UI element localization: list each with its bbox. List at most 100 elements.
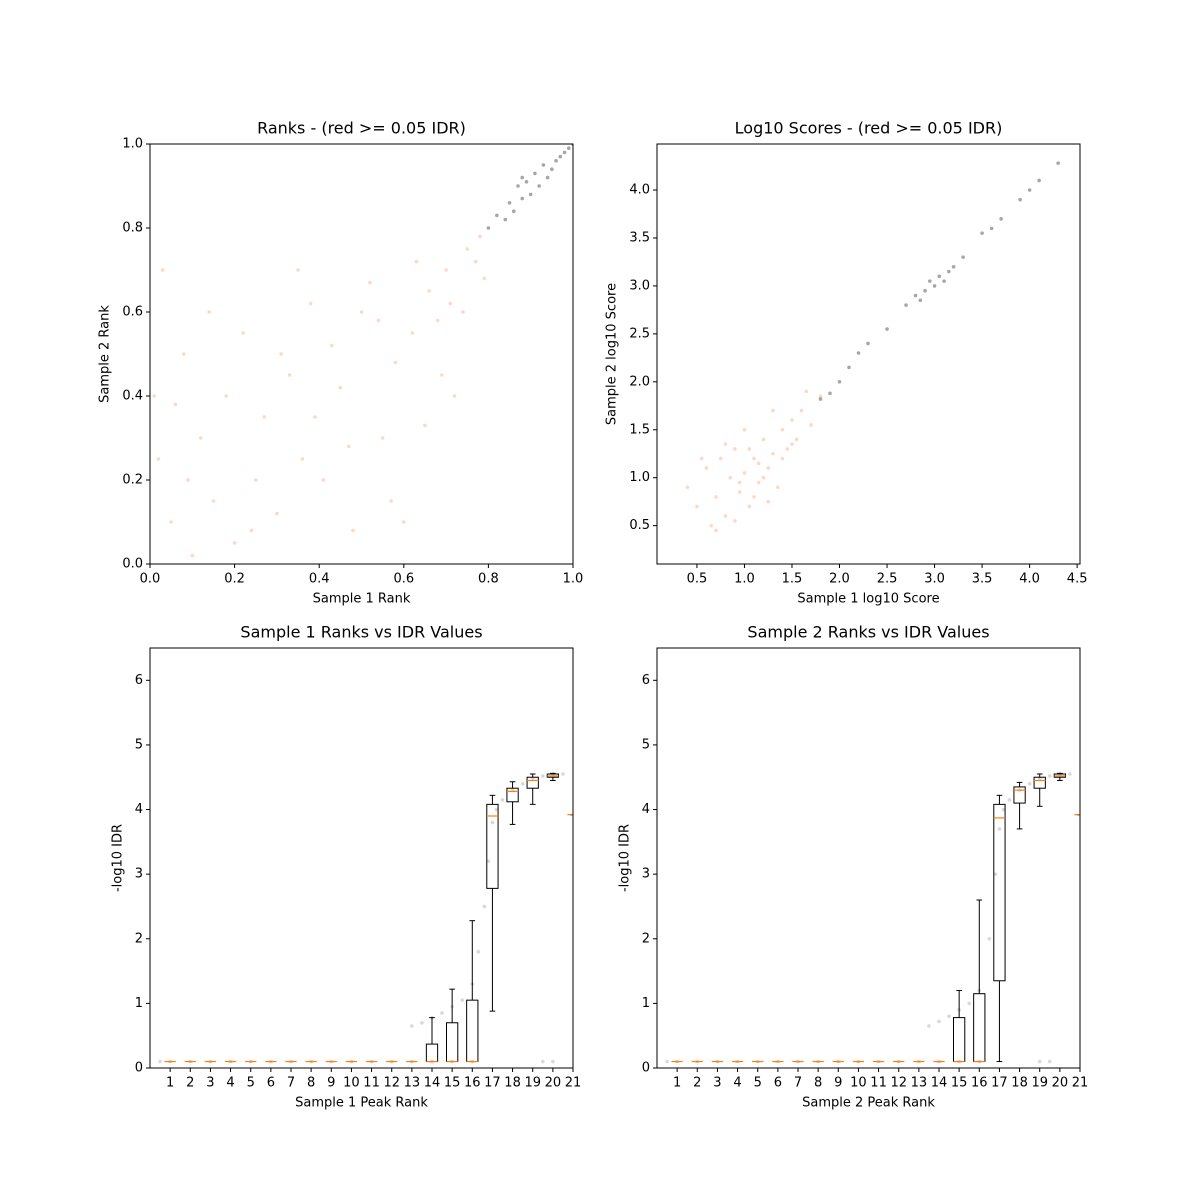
point [561,772,565,776]
point [1007,798,1012,802]
point [562,150,567,155]
point [347,444,351,449]
point [287,373,292,377]
point [756,480,761,485]
y-tick-label: 2 [642,931,650,946]
box [526,776,539,789]
point [402,520,406,524]
point [520,781,525,786]
y-tick-label: 0.4 [122,389,143,404]
point [761,475,766,480]
x-tick-label: 0.2 [224,572,245,587]
point [300,457,305,461]
chart-title: Ranks - (red >= 0.05 IDR) [257,119,466,138]
point [241,331,245,335]
x-tick-label: 14 [931,1076,948,1091]
point [500,798,505,802]
point [482,904,487,909]
x-tick-label: 9 [834,1076,842,1091]
point [993,872,998,876]
x-tick-label: 8 [814,1076,822,1091]
y-axis-label: -log10 IDR [111,824,126,892]
axes-frame [149,647,574,1069]
x-tick-label: 1 [166,1076,174,1091]
y-tick-label: 4 [642,802,650,817]
box [425,1043,439,1063]
y-tick-label: 1.5 [629,422,650,437]
x-tick-label: 16 [971,1076,988,1091]
chart-title: Sample 2 Ranks vs IDR Values [747,623,989,642]
point [699,456,704,461]
point [232,541,237,545]
point [465,247,470,251]
point [951,264,956,269]
point [818,397,823,401]
y-tick-label: 0 [135,1061,143,1076]
point [359,310,364,314]
chart-title: Log10 Scores - (red >= 0.05 IDR) [735,119,1003,138]
point [837,380,842,384]
point [186,478,190,482]
x-tick-label: 18 [1011,1076,1028,1091]
axes-frame [656,143,1081,565]
point [790,418,794,422]
box [506,787,519,803]
x-tick-label: 2.5 [877,572,898,587]
plot-area [685,161,1060,533]
point [330,343,334,348]
point [507,201,512,205]
x-tick-label: 8 [307,1076,315,1091]
x-tick-label: 19 [524,1076,541,1091]
point [420,1020,424,1025]
x-tick-label: 0.0 [140,572,161,587]
point [904,303,908,307]
point [1056,161,1060,165]
y-tick-label: 0.0 [122,557,143,572]
point [847,365,851,370]
point [752,456,756,461]
point [799,408,804,413]
y-tick-label: 2.0 [629,374,650,389]
point [780,456,785,461]
point [551,1059,555,1064]
y-tick-label: 1.0 [122,137,143,152]
y-tick-label: 2.5 [629,326,650,341]
point [737,480,742,485]
point [695,504,699,509]
point [761,437,766,442]
point [389,499,393,503]
box [993,803,1006,982]
y-tick-label: 5 [642,737,650,752]
point [923,288,927,293]
y-axis-label: -log10 IDR [618,824,633,892]
x-tick-label: 15 [444,1076,461,1091]
point [885,327,889,331]
point [253,478,258,482]
y-tick-label: 0.2 [122,473,143,488]
point [211,499,216,503]
x-tick-label: 4.5 [1067,572,1088,587]
point [516,184,520,188]
point [520,175,525,180]
point [794,437,799,442]
point [1001,807,1006,812]
point [435,318,440,323]
point [918,298,923,303]
axes-frame [149,143,574,565]
x-tick-label: 17 [991,1076,1008,1091]
point [927,1024,931,1028]
point [980,231,984,235]
point [182,352,186,356]
x-tick-label: 21 [565,1076,582,1091]
point [913,293,918,298]
point [533,171,537,176]
point [967,1001,972,1006]
box [1033,776,1046,789]
box [466,999,479,1063]
point [723,442,728,446]
point [947,1014,951,1019]
point [828,391,832,396]
point [262,415,267,419]
point [351,528,355,533]
point [752,495,756,499]
